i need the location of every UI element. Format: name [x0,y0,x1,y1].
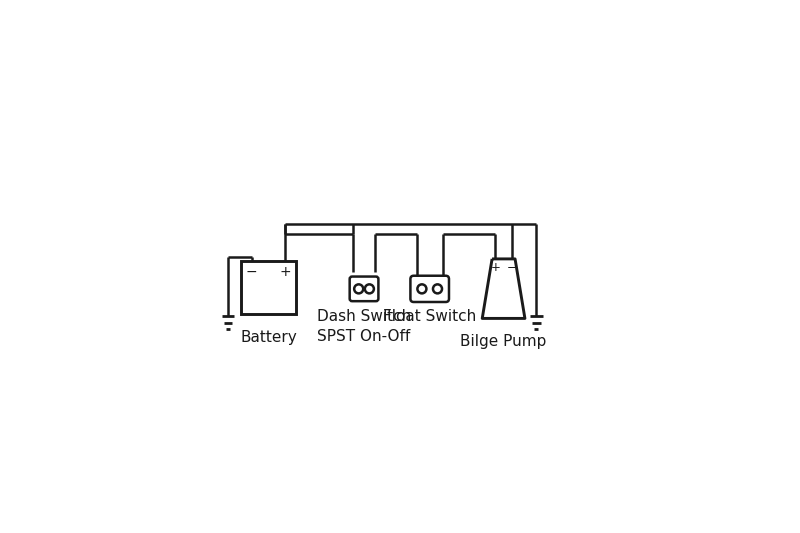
Bar [241,261,296,314]
Text: −: − [246,265,258,279]
Text: −: − [507,261,517,274]
Text: +: + [490,261,500,274]
Text: Bilge Pump: Bilge Pump [460,334,546,349]
Text: +: + [279,265,291,279]
Text: Battery: Battery [240,330,297,345]
Text: Float Switch: Float Switch [383,309,476,324]
Text: Dash Switch
SPST On-Off: Dash Switch SPST On-Off [317,309,411,344]
